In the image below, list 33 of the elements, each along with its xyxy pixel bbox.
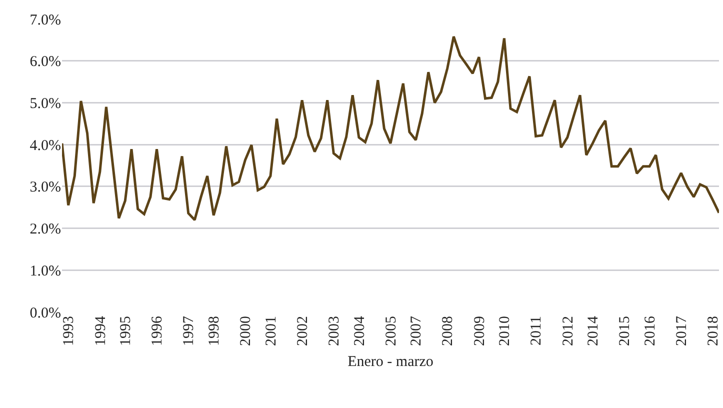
- x-tick-label: 2012: [560, 316, 576, 346]
- line-series: [62, 35, 719, 222]
- x-tick-label: 2009: [472, 316, 488, 346]
- y-tick-label: 1.0%: [30, 263, 61, 280]
- y-tick-label: 2.0%: [30, 222, 61, 238]
- x-tick-label: 1993: [61, 316, 78, 346]
- x-tick-label: 2011: [528, 316, 545, 346]
- x-tick-label: 2000: [238, 316, 254, 346]
- x-tick-label: 1998: [206, 316, 222, 346]
- y-tick-label: 4.0%: [30, 138, 61, 154]
- x-tick-label: 2002: [294, 316, 311, 346]
- x-tick-label: 2008: [440, 316, 456, 346]
- x-tick-label: 1996: [150, 316, 166, 346]
- y-tick-label: 6.0%: [30, 54, 61, 70]
- x-axis-title: Enero - marzo: [348, 354, 434, 370]
- x-tick-label: 2005: [383, 316, 400, 346]
- x-tick-label: 2016: [642, 316, 658, 346]
- x-tick-label: 1994: [92, 316, 109, 346]
- x-tick-label: 2010: [497, 316, 514, 346]
- x-tick-label: 2014: [586, 316, 602, 346]
- x-tick-label: 1997: [181, 316, 198, 346]
- x-tick-label: 2004: [352, 316, 368, 346]
- x-tick-label: 2001: [263, 316, 280, 346]
- y-tick-label: 3.0%: [30, 180, 61, 196]
- x-tick-label: 2015: [617, 316, 634, 346]
- x-tick-label: 1995: [118, 316, 134, 346]
- x-tick-label: 2018: [706, 316, 722, 346]
- y-tick-label: 7.0%: [30, 12, 61, 28]
- x-tick-label: 2017: [674, 316, 690, 346]
- y-tick-label: 0.0%: [30, 305, 61, 322]
- x-tick-label: 2003: [326, 316, 343, 346]
- x-tick-label: 2007: [408, 316, 425, 346]
- y-tick-label: 5.0%: [30, 96, 61, 112]
